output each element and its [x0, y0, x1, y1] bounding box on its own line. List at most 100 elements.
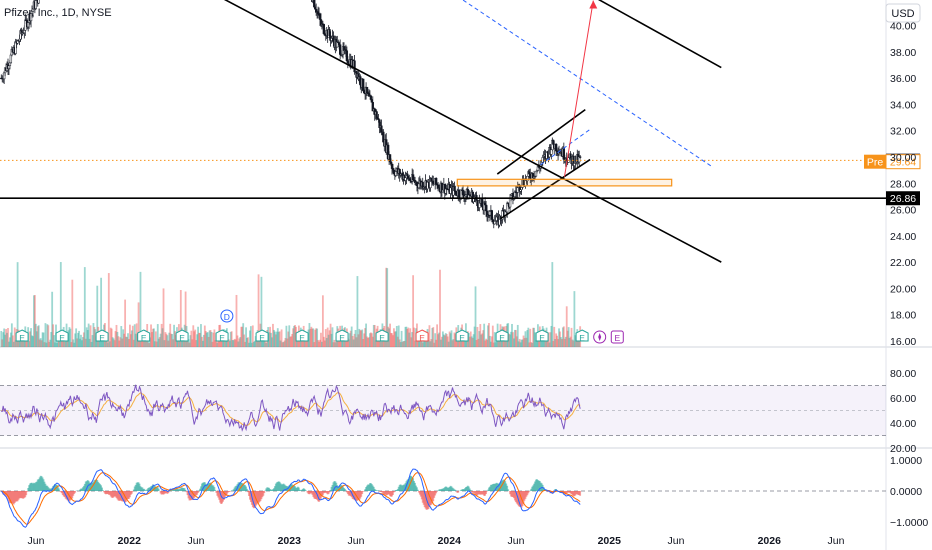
macd-histogram-bar [535, 479, 537, 491]
volume-bar [279, 340, 282, 347]
rsi-panel [0, 384, 886, 436]
target-arrow-head [589, 0, 598, 9]
macd-histogram-bar [257, 491, 260, 504]
volume-bar [217, 338, 220, 347]
volume-bar [92, 323, 95, 347]
earnings-badge: E [375, 329, 389, 343]
premarket-price-tag [885, 154, 921, 170]
volume-bar [226, 341, 229, 347]
volume-bar [228, 340, 231, 347]
macd-histogram-bar [504, 481, 507, 491]
earnings-badge-label: E [59, 333, 65, 343]
earnings-badge: E [575, 329, 589, 343]
macd-histogram-bar [329, 490, 332, 491]
volume-bar [291, 333, 294, 347]
volume-bar [41, 332, 44, 347]
volume-bar [509, 334, 511, 347]
macd-histogram-bar [65, 491, 68, 500]
macd-histogram-bar [199, 488, 201, 491]
volume-bar [242, 323, 245, 347]
macd-histogram-bar [130, 491, 133, 494]
macd-histogram-bar [147, 488, 150, 491]
volume-bar [70, 342, 73, 347]
volume-bar [129, 334, 132, 347]
macd-histogram-bar [184, 489, 187, 491]
volume-bar [201, 340, 204, 347]
macd-histogram-bar [457, 491, 460, 493]
macd-histogram-bar [233, 487, 236, 491]
volume-bar [377, 337, 380, 347]
macd-histogram-bar [69, 491, 72, 501]
macd-histogram-bar [378, 491, 381, 492]
volume-bar [450, 330, 453, 347]
earnings-badge-label: E [179, 333, 185, 343]
macd-histogram-bar [45, 485, 48, 491]
macd-histogram-bar [435, 491, 438, 494]
volume-bar [234, 339, 237, 347]
volume-bar [476, 326, 479, 347]
macd-histogram-bar [248, 491, 250, 496]
macd-histogram-bar [244, 485, 247, 491]
macd-histogram-bar [569, 491, 572, 494]
macd-histogram-bar [129, 491, 132, 495]
macd-histogram-bar [214, 489, 217, 491]
macd-histogram-bar [108, 491, 111, 495]
macd-histogram-bar [170, 490, 173, 491]
volume-bar [166, 335, 169, 347]
volume-bar [77, 332, 79, 347]
candle-body [369, 95, 373, 100]
earnings-badge-shape [335, 329, 349, 342]
macd-histogram-bar [473, 491, 476, 494]
volume-bar [240, 326, 243, 347]
volume-bar [237, 341, 240, 347]
macd-histogram-bar [159, 491, 162, 494]
macd-histogram-bar [488, 487, 490, 491]
volume-bar [44, 323, 47, 347]
macd-histogram-bar [7, 491, 9, 500]
macd-histogram-bar [32, 483, 34, 491]
volume-bar [123, 333, 126, 347]
volume-bar [405, 326, 408, 347]
volume-bar [253, 340, 256, 347]
price-tick-label: 26.00 [890, 205, 916, 217]
volume-bar [257, 274, 260, 347]
macd-histogram-bar [246, 488, 248, 491]
macd-histogram-bar [140, 487, 143, 491]
macd-histogram-bar [263, 491, 266, 494]
macd-histogram-bar [537, 480, 540, 491]
macd-histogram-bar [542, 487, 545, 491]
macd-histogram-bar [285, 486, 288, 491]
volume-bar [82, 332, 85, 347]
earnings-badge-label: E [579, 333, 585, 343]
volume-bar [331, 327, 334, 347]
volume-bar [252, 341, 255, 347]
earnings-badge-shape [455, 329, 469, 342]
volume-bar [555, 333, 558, 347]
volume-bar [322, 336, 325, 347]
volume-bar [575, 336, 578, 347]
volume-bar [441, 336, 443, 347]
volume-bar [277, 331, 280, 347]
macd-histogram-bar [481, 491, 484, 495]
earnings-badge-label: E [219, 333, 225, 343]
volume-bar [364, 328, 367, 347]
macd-histogram-bar [153, 484, 155, 491]
currency-button[interactable]: USD [885, 3, 921, 23]
earnings-badge-label: E [539, 333, 545, 343]
macd-histogram-bar [94, 479, 97, 491]
macd-histogram-bar [273, 486, 276, 491]
rsi-tick-label: 20.00 [890, 443, 916, 455]
macd-histogram-bar [252, 491, 255, 509]
volume-bar [248, 342, 250, 347]
macd-histogram-bar [278, 481, 281, 491]
volume-bar [131, 325, 134, 347]
macd-histogram-bar [493, 483, 496, 491]
macd-histogram-bar [220, 491, 223, 504]
volume-bar [206, 332, 209, 347]
macd-histogram-bar [539, 482, 542, 491]
volume-bar [7, 327, 9, 347]
macd-histogram-bar [218, 491, 221, 500]
trendline [500, 158, 591, 220]
volume-bar [354, 330, 357, 347]
volume-bar [328, 330, 331, 347]
